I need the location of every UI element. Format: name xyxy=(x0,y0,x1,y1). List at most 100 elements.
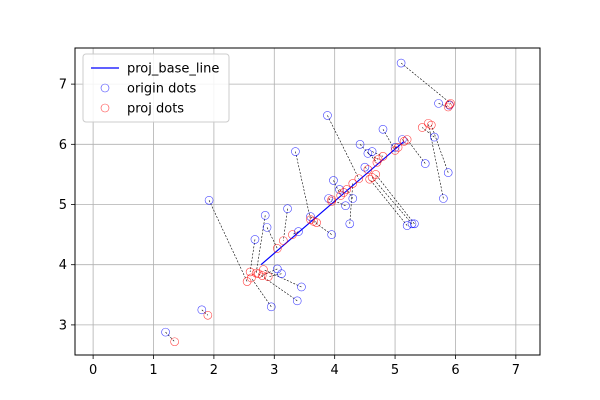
proj-dot xyxy=(354,174,364,183)
origin-dot xyxy=(390,143,400,152)
origin-dot xyxy=(402,221,412,230)
projection-lines xyxy=(165,62,451,342)
origin-dot xyxy=(439,194,448,203)
proj-dot xyxy=(426,120,436,130)
proj-dot xyxy=(443,102,453,112)
origin-dot xyxy=(277,269,286,279)
projection-line xyxy=(438,103,449,108)
proj-dot xyxy=(257,271,267,280)
proj-dot xyxy=(245,267,255,277)
origin-dot xyxy=(297,282,306,292)
projection-line xyxy=(258,273,298,302)
y-tick-label: 3 xyxy=(59,318,67,333)
proj-dot xyxy=(259,265,268,274)
proj-dot xyxy=(339,188,349,197)
origin-dot xyxy=(292,296,302,306)
proj-dot xyxy=(417,123,427,132)
proj-dot xyxy=(399,137,409,146)
proj-dot xyxy=(288,230,297,239)
origin-dot xyxy=(410,219,419,229)
origin-dot xyxy=(420,159,430,168)
proj-dot xyxy=(336,191,346,200)
proj-dot xyxy=(247,273,256,283)
proj-dot xyxy=(279,236,288,245)
plot-frame xyxy=(74,47,541,356)
origin-dot xyxy=(398,135,407,144)
projection-line xyxy=(400,62,451,104)
projection-line xyxy=(208,200,248,282)
origin-dot xyxy=(273,264,282,274)
projection-line xyxy=(292,231,299,235)
proj-dot xyxy=(378,152,388,161)
x-tick-label: 1 xyxy=(149,363,157,378)
proj-dot xyxy=(445,100,454,109)
origin-dot xyxy=(327,230,336,239)
proj-dot xyxy=(342,185,352,194)
proj-dot xyxy=(348,179,358,188)
y-tick-label: 7 xyxy=(59,78,67,93)
proj-dot xyxy=(371,170,381,179)
origin-dot xyxy=(348,194,358,203)
projection-line xyxy=(371,151,384,157)
origin-dot xyxy=(434,99,443,108)
origin-dot xyxy=(294,227,303,236)
origin-dot xyxy=(360,162,370,172)
proj-dot xyxy=(263,272,273,282)
origin-dot xyxy=(407,219,417,229)
projection-line xyxy=(371,177,413,224)
origin-dots xyxy=(161,58,454,337)
proj-dot xyxy=(251,268,261,278)
legend-circle-swatch xyxy=(100,83,110,93)
x-tick-label: 7 xyxy=(512,363,520,378)
legend-label: proj_base_line xyxy=(127,62,219,77)
projection-line xyxy=(328,198,332,202)
projection-line xyxy=(367,153,379,160)
origin-dot xyxy=(341,201,350,211)
x-tick-label: 2 xyxy=(210,363,218,378)
origin-dot xyxy=(355,140,365,149)
origin-dot xyxy=(323,111,332,120)
projection-line xyxy=(331,199,346,206)
y-tick-label: 4 xyxy=(59,258,67,273)
projection-line xyxy=(249,239,256,272)
y-tick-label: 6 xyxy=(59,138,67,153)
proj-dot xyxy=(363,165,373,174)
projection-line xyxy=(165,331,175,342)
projection-line xyxy=(364,166,369,170)
projection-line xyxy=(427,123,444,199)
origin-dot xyxy=(204,195,214,205)
origin-dot xyxy=(443,168,453,177)
projection-line xyxy=(369,179,408,226)
proj-dots xyxy=(170,99,455,347)
origin-dot xyxy=(262,223,272,232)
proj-dot xyxy=(203,310,213,320)
origin-dot xyxy=(306,212,315,221)
proj-dot xyxy=(327,197,336,206)
x-tick-label: 4 xyxy=(331,363,339,378)
y-tick-label: 5 xyxy=(59,198,67,213)
proj-dot xyxy=(402,135,412,144)
origin-dot xyxy=(283,204,292,214)
proj-dot xyxy=(170,337,179,347)
origin-dot xyxy=(161,327,170,337)
legend-label: origin dots xyxy=(127,82,196,97)
projection-line xyxy=(422,127,435,138)
origin-dot xyxy=(363,149,373,158)
projection-line xyxy=(262,268,278,276)
projection-line xyxy=(295,151,311,220)
x-tick-label: 3 xyxy=(270,363,278,378)
proj-dot xyxy=(365,174,375,184)
projection-line xyxy=(313,221,332,235)
proj-dot xyxy=(327,195,336,204)
x-tick-label: 0 xyxy=(89,363,97,378)
proj-dot xyxy=(373,155,383,164)
origin-dot xyxy=(430,132,439,142)
projection-line xyxy=(283,208,288,241)
projection-line xyxy=(268,273,282,278)
origin-dot xyxy=(250,235,260,244)
origin-dot xyxy=(260,211,270,220)
x-tick-label: 6 xyxy=(451,363,459,378)
origin-dot xyxy=(335,185,344,194)
legend-box xyxy=(82,53,230,123)
